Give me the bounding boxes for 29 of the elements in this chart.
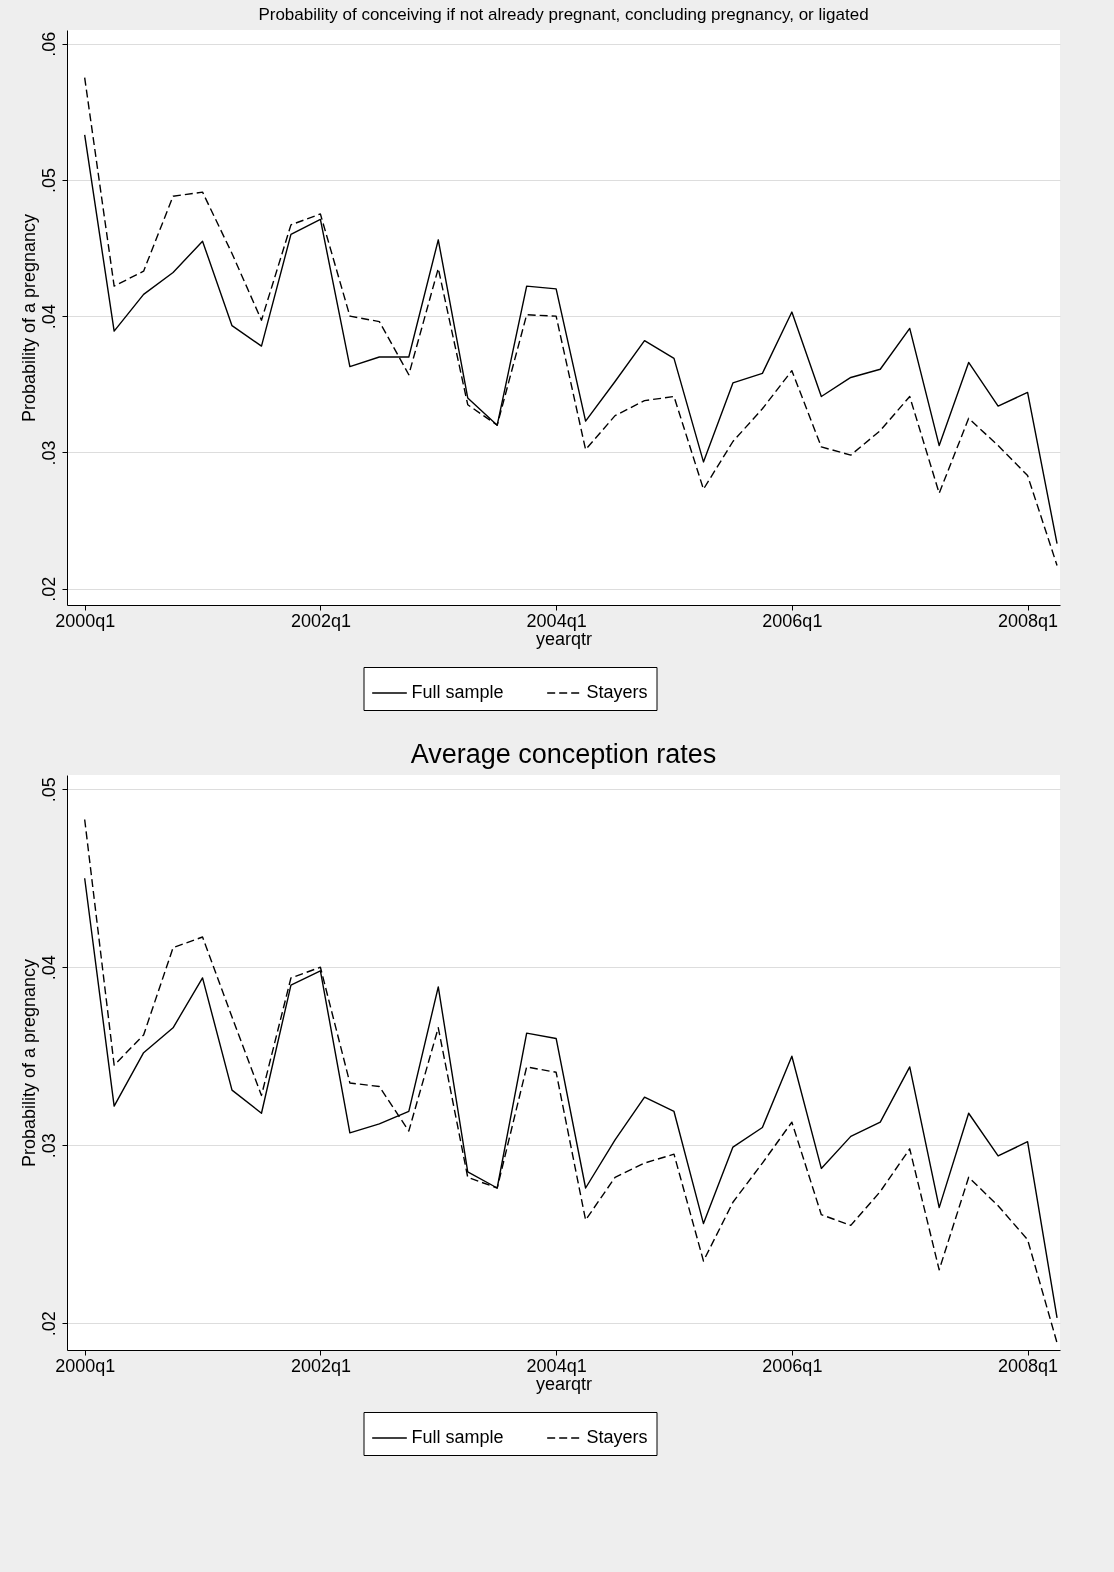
- legend-label: Full sample: [411, 682, 504, 702]
- x-tick-label: 2008q1: [998, 610, 1059, 631]
- y-tick-label: .05: [38, 777, 59, 803]
- chart-title: Average conception rates: [410, 739, 717, 769]
- legend-label: Stayers: [586, 682, 648, 702]
- y-tick-label: .03: [38, 1133, 59, 1159]
- line-series: [83, 818, 1058, 1344]
- x-tick-label: 2006q1: [762, 610, 823, 631]
- x-tick-label: 2000q1: [55, 1355, 116, 1376]
- x-tick-label: 2004q1: [526, 1355, 587, 1376]
- y-tick-label: .06: [38, 31, 59, 57]
- y-tick-label: .04: [38, 304, 59, 330]
- x-tick-label: 2000q1: [55, 610, 116, 631]
- y-tick-label: .02: [38, 1311, 59, 1337]
- line-series: [83, 76, 1058, 567]
- legend-label: Stayers: [586, 1427, 648, 1447]
- x-tick-label: 2002q1: [290, 610, 351, 631]
- legend-label: Full sample: [411, 1427, 504, 1447]
- y-tick-label: .03: [38, 440, 59, 466]
- x-tick-label: 2002q1: [290, 1355, 351, 1376]
- chart-title: Probability of conceiving if not already pregnant, concluding pregnancy, or ligated: [258, 5, 869, 24]
- y-tick-label: .05: [38, 167, 59, 193]
- y-axis-title: Probability of a pregnancy: [18, 213, 39, 423]
- x-tick-label: 2006q1: [762, 1355, 823, 1376]
- y-tick-label: .02: [38, 576, 59, 602]
- y-axis-title: Probability of a pregnancy: [18, 958, 39, 1168]
- y-tick-label: .04: [38, 955, 59, 981]
- x-tick-label: 2004q1: [526, 610, 587, 631]
- x-tick-label: 2008q1: [998, 1355, 1059, 1376]
